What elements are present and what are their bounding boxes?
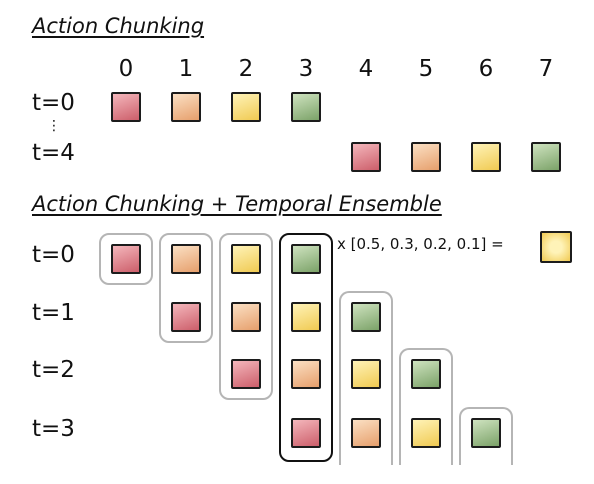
action-square-red	[171, 302, 201, 332]
highlighted-column-group	[279, 233, 333, 462]
column-index-7: 7	[538, 56, 554, 82]
action-square-yellow	[291, 302, 321, 332]
column-group	[339, 291, 393, 465]
action-square-yellow	[351, 359, 381, 389]
column-group	[99, 233, 153, 285]
column-group	[219, 233, 273, 400]
column-index-5: 5	[418, 56, 434, 82]
row-label-t3: t=3	[32, 416, 75, 442]
column-index-1: 1	[178, 56, 194, 82]
action-square-red	[231, 359, 261, 389]
action-square-yellow	[231, 244, 261, 274]
action-square-orange	[171, 244, 201, 274]
action-square-orange	[411, 142, 441, 172]
action-square-orange	[231, 302, 261, 332]
action-square-red	[291, 418, 321, 448]
row-label-t2: t=2	[32, 357, 75, 383]
action-square-green	[291, 92, 321, 122]
column-group	[459, 407, 513, 465]
ensemble-weights-formula: x [0.5, 0.3, 0.2, 0.1] =	[337, 235, 504, 253]
row-label-t0: t=0	[32, 90, 75, 116]
action-square-green	[291, 244, 321, 274]
action-square-orange	[291, 359, 321, 389]
ensembled-action-square	[540, 231, 572, 263]
action-square-green	[411, 359, 441, 389]
action-square-red	[111, 244, 141, 274]
action-square-green	[531, 142, 561, 172]
action-square-orange	[351, 418, 381, 448]
section-title-action-chunking: Action Chunking	[32, 14, 205, 38]
action-square-orange	[171, 92, 201, 122]
vertical-ellipsis: ⋮	[47, 118, 61, 134]
action-square-yellow	[471, 142, 501, 172]
action-square-red	[351, 142, 381, 172]
action-square-green	[471, 418, 501, 448]
action-square-yellow	[411, 418, 441, 448]
column-group	[159, 233, 213, 343]
action-square-yellow	[231, 92, 261, 122]
row-label-t4: t=4	[32, 140, 75, 166]
column-index-2: 2	[238, 56, 254, 82]
row-label-t0: t=0	[32, 242, 75, 268]
row-label-t1: t=1	[32, 300, 75, 326]
column-index-4: 4	[358, 56, 374, 82]
action-square-red	[111, 92, 141, 122]
column-index-0: 0	[118, 56, 134, 82]
column-group	[399, 348, 453, 465]
section-title-temporal-ensemble: Action Chunking + Temporal Ensemble	[32, 192, 442, 216]
column-index-6: 6	[478, 56, 494, 82]
column-index-3: 3	[298, 56, 314, 82]
action-square-green	[351, 302, 381, 332]
